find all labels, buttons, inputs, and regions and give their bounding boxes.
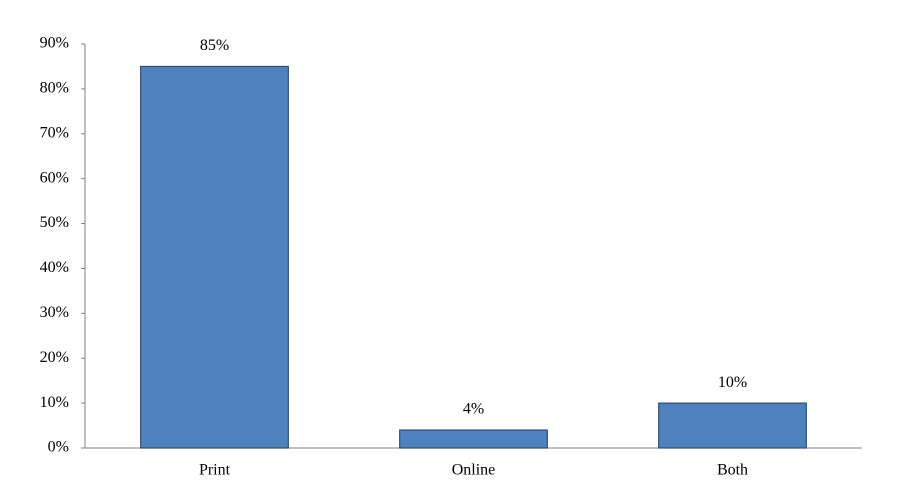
y-tick-label: 40% — [40, 259, 69, 276]
x-tick-label: Print — [199, 462, 231, 479]
x-tick-label: Both — [717, 462, 748, 479]
y-tick-label: 10% — [40, 394, 69, 411]
value-label: 85% — [200, 37, 229, 54]
x-tick-label: Online — [452, 462, 496, 479]
value-label: 4% — [463, 401, 484, 418]
y-tick-label: 90% — [40, 35, 69, 52]
value-label: 10% — [718, 374, 747, 391]
y-tick-label: 50% — [40, 214, 69, 231]
y-tick-label: 20% — [40, 349, 69, 366]
bar — [399, 429, 548, 449]
y-tick-label: 70% — [40, 124, 69, 141]
y-tick-label: 30% — [40, 304, 69, 321]
y-tick-label: 0% — [48, 439, 69, 456]
bar — [140, 65, 289, 449]
bar — [658, 402, 807, 449]
y-tick-label: 60% — [40, 169, 69, 186]
y-tick-label: 80% — [40, 80, 69, 97]
